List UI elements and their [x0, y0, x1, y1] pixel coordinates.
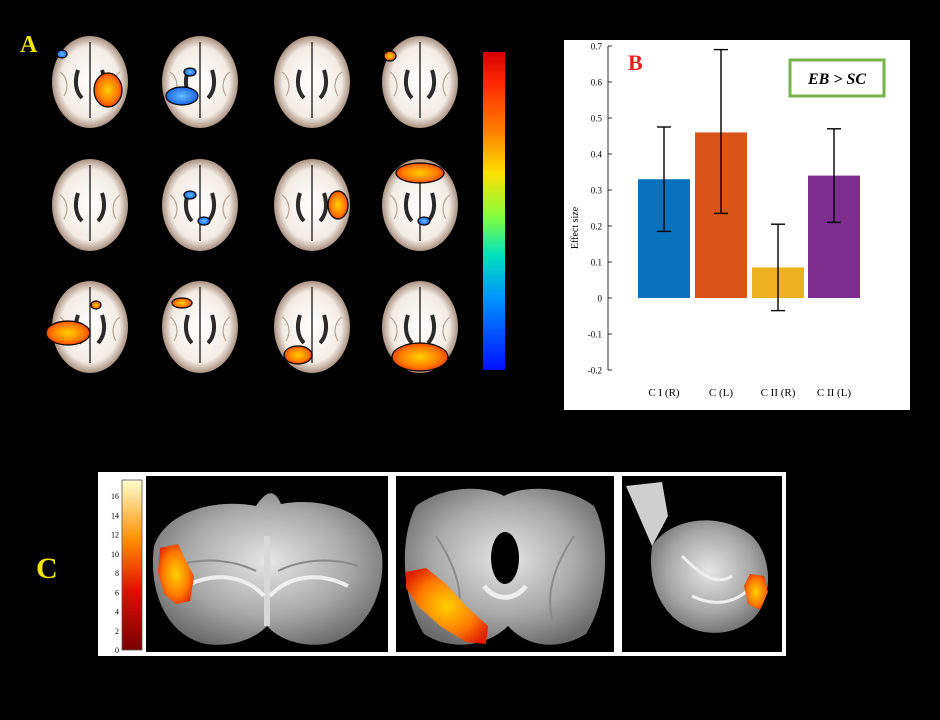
- cerebellum-sagittal-view: [622, 476, 782, 652]
- comparison-box: [788, 58, 886, 98]
- brain-slice: [382, 281, 458, 373]
- y-tick-label: -0.1: [588, 330, 602, 340]
- brain-slice: [52, 159, 128, 251]
- y-axis-label: Effect size: [570, 206, 581, 249]
- brain-slice: [162, 36, 238, 128]
- y-tick-label: 0: [598, 294, 603, 304]
- cerebellum-coronal-view: [146, 476, 388, 652]
- brain-slice: [274, 159, 350, 251]
- activation-blob: [391, 342, 449, 372]
- colorbar-panel-a: [483, 52, 505, 370]
- y-tick-label: 0.4: [591, 150, 603, 160]
- cerebellum-axial-view: [396, 476, 614, 652]
- colorbar-panel-c: 16 14 12 10 8 6 4 2 0: [111, 479, 143, 654]
- colorbar-tick-label: 16: [111, 492, 119, 501]
- brain-slice: [162, 281, 238, 373]
- brain-slice: [382, 159, 458, 251]
- brain-slice: [274, 281, 350, 373]
- x-category-label: C (L): [709, 387, 733, 399]
- activation-blob: [56, 49, 68, 59]
- cerebellum-panel: 16 14 12 10 8 6 4 2 0: [98, 472, 786, 656]
- colorbar-tick-label: 10: [111, 550, 119, 559]
- brain-slice: [382, 36, 458, 128]
- activation-blob: [395, 162, 445, 184]
- colorbar-tick-label: 8: [115, 569, 119, 578]
- x-category-label: C I (R): [648, 387, 680, 399]
- panel-label-c: C: [36, 552, 58, 585]
- x-category-label: C II (L): [817, 387, 852, 399]
- brain-slice-grid: [45, 36, 458, 373]
- colorbar-tick-label: 2: [115, 627, 119, 636]
- y-tick-label: -0.2: [588, 366, 602, 376]
- x-category-label: C II (R): [761, 387, 796, 399]
- y-tick-label: 0.1: [591, 258, 602, 268]
- activation-blob: [406, 568, 488, 644]
- panel-label-a: A: [20, 32, 38, 58]
- colorbar-tick-label: 12: [111, 531, 119, 540]
- panel-label-b: B: [628, 50, 643, 75]
- activation-blob: [45, 320, 91, 346]
- y-tick-label: 0.3: [591, 186, 603, 196]
- activation-blob: [383, 50, 397, 62]
- brain-slice: [45, 281, 128, 373]
- colorbar-tick-label: 14: [111, 511, 119, 520]
- y-tick-label: 0.7: [591, 42, 603, 52]
- y-tick-label: 0.5: [591, 114, 603, 124]
- brain-slice: [52, 36, 128, 128]
- activation-blob: [93, 72, 123, 108]
- activation-blob: [90, 300, 102, 310]
- activation-blob: [183, 190, 197, 200]
- colorbar-tick-label: 0: [115, 646, 119, 654]
- activation-blob: [183, 67, 197, 77]
- activation-blob: [327, 190, 349, 220]
- colorbar-tick-label: 6: [115, 588, 119, 597]
- brain-slice: [162, 159, 238, 251]
- activation-blob: [165, 86, 199, 106]
- comparison-label: EB > SC: [807, 71, 866, 88]
- colorbar-tick-label: 4: [115, 608, 119, 617]
- y-tick-label: 0.2: [591, 222, 602, 232]
- activation-blob: [197, 216, 211, 226]
- effect-size-bar-chart: -0.2 -0.1 0 0.1 0.2 0.3 0.4 0.5 0.6 0.7 C I (R) C …: [564, 40, 910, 410]
- y-tick-label: 0.6: [591, 78, 603, 88]
- activation-blob: [171, 297, 193, 309]
- activation-blob: [417, 216, 431, 226]
- brain-slice: [274, 36, 350, 128]
- activation-blob: [283, 345, 313, 365]
- activation-blob: [744, 574, 768, 610]
- activation-blob: [158, 544, 194, 604]
